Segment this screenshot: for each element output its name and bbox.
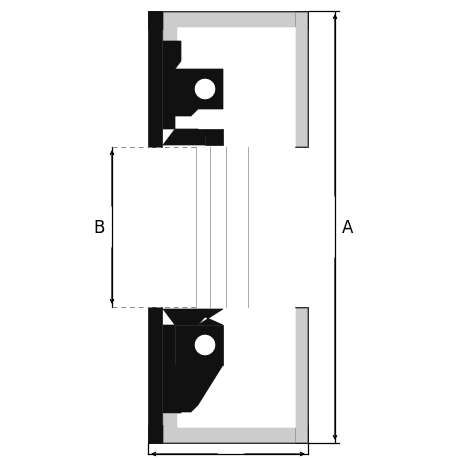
Polygon shape	[174, 365, 223, 412]
Polygon shape	[197, 309, 223, 325]
Polygon shape	[148, 12, 162, 148]
Polygon shape	[294, 308, 308, 443]
Polygon shape	[162, 28, 294, 147]
Polygon shape	[148, 308, 162, 443]
Polygon shape	[174, 325, 223, 365]
Polygon shape	[197, 130, 223, 146]
Polygon shape	[162, 308, 294, 427]
Polygon shape	[162, 13, 294, 42]
Polygon shape	[148, 425, 308, 443]
Text: A: A	[341, 218, 353, 236]
Polygon shape	[162, 413, 294, 442]
Polygon shape	[162, 325, 180, 413]
Polygon shape	[162, 309, 205, 325]
Polygon shape	[148, 12, 308, 30]
Polygon shape	[174, 70, 223, 117]
Text: B: B	[94, 218, 105, 236]
Polygon shape	[162, 130, 205, 146]
Circle shape	[194, 334, 216, 356]
Polygon shape	[294, 13, 306, 147]
Polygon shape	[294, 12, 308, 148]
Circle shape	[194, 79, 216, 101]
Polygon shape	[162, 42, 180, 130]
Polygon shape	[294, 308, 306, 442]
